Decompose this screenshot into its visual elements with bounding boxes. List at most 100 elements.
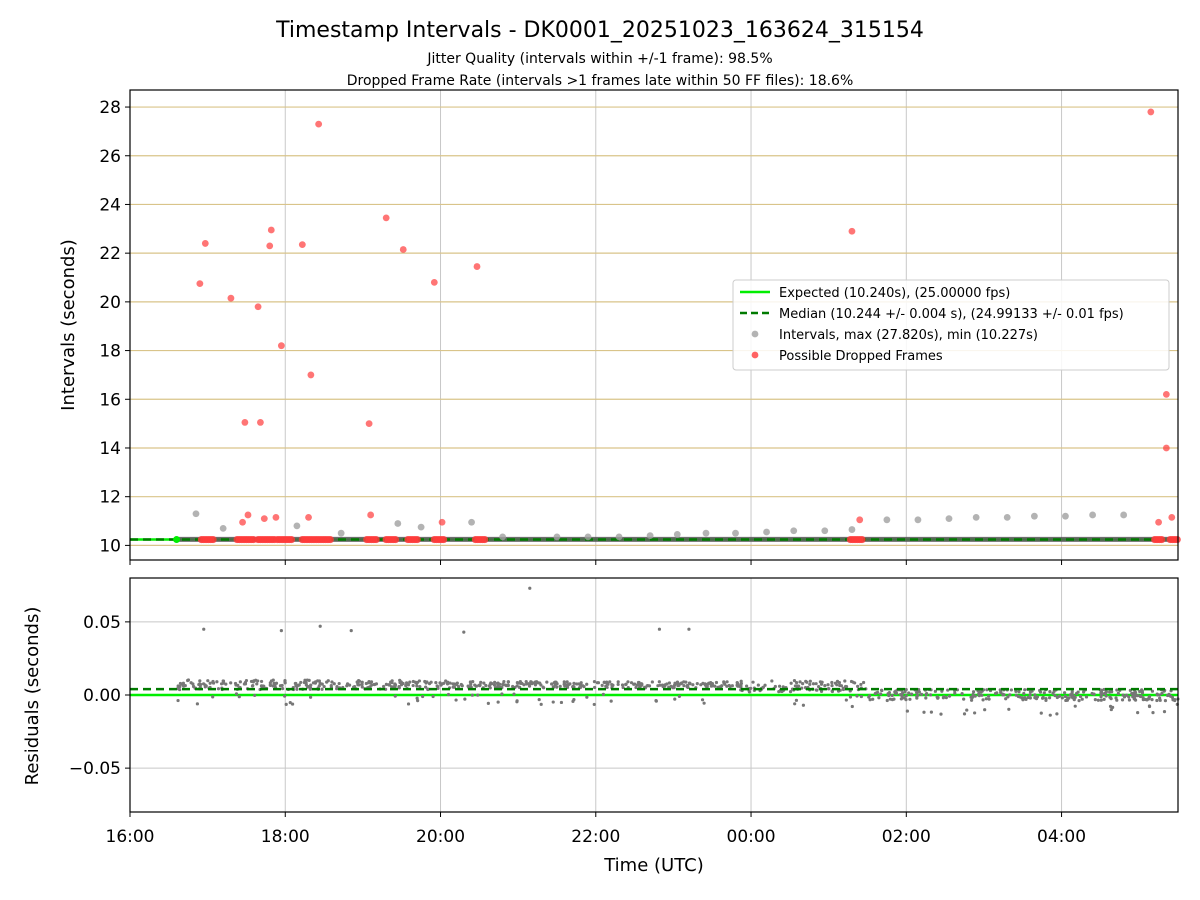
residual-point (585, 682, 589, 686)
residual-point (823, 684, 827, 688)
residual-point (431, 694, 435, 699)
residual-point (181, 681, 186, 685)
residual-point (563, 684, 567, 688)
residual-point (827, 687, 831, 691)
residual-point (550, 682, 554, 686)
residual-point (725, 680, 729, 684)
residual-point (322, 684, 326, 689)
residual-point (537, 697, 541, 702)
residual-point (1130, 691, 1134, 696)
residual-point (393, 683, 398, 687)
dropped-frame-point (1155, 518, 1162, 526)
residual-point (904, 688, 908, 692)
residual-point (814, 682, 818, 686)
dropped-frame-point (367, 511, 375, 519)
residual-point (320, 682, 324, 686)
dropped-frame-point (272, 513, 280, 521)
legend-dropped-label: Possible Dropped Frames (779, 349, 943, 364)
residual-point (720, 684, 724, 688)
residual-point (859, 682, 863, 687)
residual-point (793, 702, 797, 706)
residual-point (977, 690, 981, 694)
residual-point (1131, 695, 1135, 699)
dropped-frame-point (257, 419, 264, 426)
residual-point (418, 685, 422, 689)
dropped-frame-point (365, 420, 373, 428)
residual-point (665, 682, 669, 686)
residual-point (835, 679, 840, 683)
time-x-tick-label: 16:00 (106, 827, 155, 847)
interval-point (468, 518, 475, 526)
intervals-y-tick-label: 14 (99, 439, 121, 459)
interval-point (192, 510, 200, 518)
residual-point (308, 695, 313, 699)
interval-point (883, 516, 891, 524)
residual-point (1021, 698, 1025, 702)
residual-point (477, 683, 481, 687)
dropped-frame-point (856, 516, 864, 524)
time-x-tick-label: 04:00 (1037, 827, 1086, 847)
intervals-y-axis-label: Intervals (seconds) (58, 239, 79, 411)
residual-point (382, 684, 386, 689)
intervals-y-tick-label: 18 (99, 342, 121, 362)
residual-point (848, 695, 853, 699)
residuals-y-tick-label: 0.00 (83, 686, 121, 706)
interval-point (848, 526, 856, 533)
figure-subtitle-jitter: Jitter Quality (intervals within +/-1 fr… (426, 51, 772, 67)
legend-box (732, 279, 1170, 371)
interval-point (293, 522, 301, 530)
residual-point (488, 686, 492, 690)
interval-point (337, 529, 345, 537)
residual-point (616, 680, 620, 684)
residual-point (616, 682, 620, 687)
residual-point (1111, 705, 1115, 709)
residual-point (679, 681, 683, 686)
residual-point (1147, 694, 1152, 699)
dropped-frame-point (848, 227, 856, 235)
residual-point (1008, 693, 1012, 697)
residual-point (237, 695, 241, 699)
interval-point (673, 531, 681, 538)
residual-point (1139, 694, 1143, 698)
residual-point (454, 698, 458, 702)
residual-point (1099, 695, 1103, 699)
residual-point (444, 679, 448, 683)
residual-point (1063, 691, 1067, 695)
residual-point (238, 680, 242, 684)
residual-point (942, 695, 946, 699)
dropped-frame-point (277, 342, 285, 350)
residual-point (801, 681, 805, 686)
residual-point (201, 682, 206, 686)
interval-point (790, 527, 798, 535)
residual-point (423, 679, 427, 684)
residual-point (1173, 698, 1177, 703)
residual-point (1023, 696, 1027, 700)
residual-outlier-point (687, 627, 691, 631)
dropped-frame-point (481, 535, 489, 544)
residual-point (360, 685, 364, 689)
residual-point (602, 680, 606, 684)
residual-point (492, 683, 497, 687)
residual-point (905, 709, 909, 713)
residual-point (773, 684, 777, 689)
residual-point (987, 697, 991, 701)
residual-point (268, 681, 272, 685)
interval-point (732, 529, 739, 537)
dropped-frame-point (209, 535, 217, 544)
residual-point (879, 692, 883, 696)
residual-point (965, 708, 969, 712)
residual-point (1007, 707, 1011, 711)
residual-point (305, 678, 309, 682)
residual-outlier-point (279, 629, 283, 633)
residual-point (326, 679, 330, 683)
residual-point (470, 693, 474, 697)
residual-point (1102, 691, 1107, 696)
residual-point (1001, 693, 1005, 697)
residual-point (1099, 691, 1103, 695)
legend-median-label: Median (10.244 +/- 0.004 s), (24.99133 +… (779, 307, 1124, 322)
residual-point (259, 679, 264, 684)
residual-point (761, 685, 765, 689)
residual-point (482, 681, 486, 685)
residual-point (1039, 711, 1043, 715)
interval-point (1003, 513, 1011, 521)
